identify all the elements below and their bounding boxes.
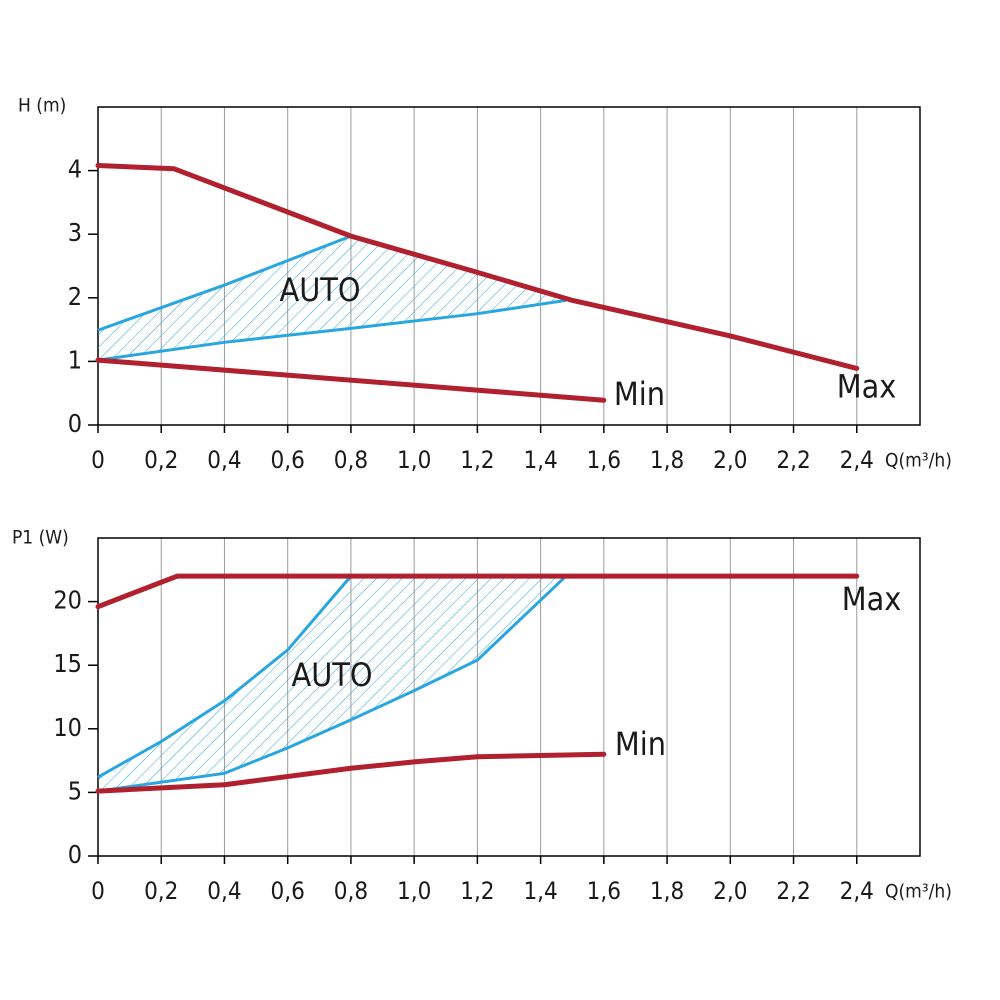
y-tick-label: 1: [68, 345, 82, 374]
x-tick-label: 2,4: [840, 446, 874, 474]
x-tick-label: 2,0: [713, 446, 747, 474]
x-tick-label: 0,2: [144, 446, 178, 474]
y-tick-label: 0: [68, 409, 82, 438]
x-axis-label: Q(m³/h): [885, 881, 952, 903]
x-tick-label: 0,6: [271, 877, 305, 905]
y-tick-label: 15: [53, 649, 82, 678]
x-tick-label: 1,8: [650, 877, 684, 905]
x-tick-label: 2,0: [713, 877, 747, 905]
auto-label: AUTO: [292, 656, 373, 694]
x-tick-label: 1,8: [650, 446, 684, 474]
auto-curve: [97, 298, 567, 362]
series-line: [95, 357, 607, 403]
y-tick-label: 10: [53, 713, 82, 742]
auto-curve: [97, 575, 353, 779]
x-tick-label: 1,2: [460, 446, 494, 474]
auto-label: AUTO: [280, 271, 361, 309]
auto-hatch: [98, 576, 566, 792]
x-tick-label: 2,2: [776, 877, 810, 905]
y-axis-label: H (m): [18, 95, 66, 117]
series-label: Min: [615, 725, 666, 763]
y-tick-label: 5: [68, 776, 82, 805]
plot-frame: [97, 537, 921, 857]
auto-curve: [97, 575, 567, 793]
series-label: Max: [842, 580, 902, 618]
x-tick-label: 0,4: [207, 446, 241, 474]
y-tick-label: 4: [68, 155, 82, 184]
x-tick-label: 2,2: [776, 446, 810, 474]
x-tick-label: 0,2: [144, 877, 178, 905]
x-tick-label: 0: [91, 446, 105, 474]
y-tick-label: 20: [53, 586, 82, 615]
series-line: [95, 751, 607, 794]
x-tick-label: 1,0: [397, 877, 431, 905]
x-tick-label: 0,8: [334, 446, 368, 474]
x-tick-label: 1,6: [587, 877, 621, 905]
auto-hatch: [98, 236, 566, 361]
x-tick-label: 2,4: [840, 877, 874, 905]
x-tick-label: 0,6: [271, 446, 305, 474]
x-tick-label: 1,4: [523, 877, 557, 905]
series-line: [95, 573, 860, 610]
x-tick-label: 1,0: [397, 446, 431, 474]
y-tick-label: 0: [68, 840, 82, 869]
series-label: Min: [614, 375, 665, 413]
x-tick-label: 1,2: [460, 877, 494, 905]
x-tick-label: 0: [91, 877, 105, 905]
x-tick-label: 0,4: [207, 877, 241, 905]
plot-frame: [97, 106, 921, 426]
auto-curve: [97, 234, 352, 332]
series-line: [95, 163, 860, 371]
y-tick-label: 3: [68, 218, 82, 247]
x-axis-label: Q(m³/h): [885, 450, 952, 472]
y-axis-label: P1 (W): [12, 527, 69, 549]
series-label: Max: [837, 367, 897, 405]
x-tick-label: 1,6: [587, 446, 621, 474]
x-tick-label: 0,8: [334, 877, 368, 905]
x-tick-label: 1,4: [523, 446, 557, 474]
y-tick-label: 2: [68, 282, 82, 311]
